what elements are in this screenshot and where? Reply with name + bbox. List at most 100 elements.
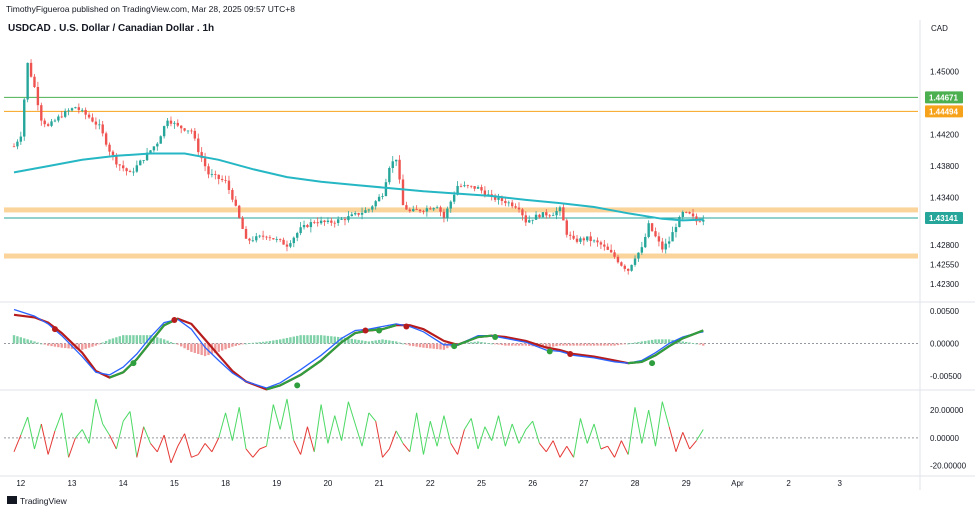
macd-histogram-bar <box>186 343 190 351</box>
macd-fast-line <box>13 308 704 389</box>
candle-body <box>46 124 50 126</box>
oscillator-segment <box>532 421 540 444</box>
candle-body <box>555 211 558 216</box>
oscillator-segment <box>109 434 117 450</box>
candle-body <box>384 182 388 196</box>
macd-histogram-bar <box>50 343 53 347</box>
candle-body <box>698 221 702 223</box>
candle-body <box>176 122 179 126</box>
macd-histogram-bar <box>398 342 401 344</box>
candle-body <box>449 201 452 209</box>
candle-body <box>394 159 398 162</box>
candle-body <box>265 236 268 238</box>
candle-body <box>149 150 152 153</box>
candle-body <box>248 238 251 241</box>
candle-body <box>562 207 565 221</box>
candle-body <box>43 120 46 125</box>
candle-body <box>244 228 248 239</box>
time-tick-label: 20 <box>323 479 332 488</box>
macd-histogram-bar <box>545 343 548 348</box>
candle-body <box>285 244 289 247</box>
candle-body <box>674 227 678 233</box>
candle-body <box>108 144 111 152</box>
oscillator-segment <box>607 445 615 458</box>
oscillator-segment <box>689 440 697 450</box>
candle-body <box>452 194 456 202</box>
candle-body <box>326 220 330 222</box>
oscillator-segment <box>518 429 527 444</box>
candle-body <box>292 237 295 244</box>
macd-histogram-bar <box>562 343 565 346</box>
macd-histogram-bar <box>425 343 429 349</box>
oscillator-segment <box>422 421 431 455</box>
candle-body <box>241 217 244 229</box>
candle-body <box>473 186 476 189</box>
oscillator-segment <box>504 423 513 447</box>
macd-histogram-bar <box>357 339 360 344</box>
macd-histogram-bar <box>685 341 688 344</box>
candle-body <box>180 125 183 129</box>
candle-body <box>586 236 589 241</box>
macd-histogram-bar <box>261 341 265 344</box>
macd-histogram-bar <box>183 343 186 349</box>
oscillator-segment <box>347 401 356 425</box>
candle-body <box>145 152 149 161</box>
candle-body <box>142 160 145 161</box>
oscillator-segment <box>129 411 138 458</box>
oscillator-segment <box>429 421 438 447</box>
macd-rising-segment <box>477 334 492 339</box>
oscillator-tick-label: -20.00000 <box>930 462 967 471</box>
macd-histogram-bar <box>118 336 121 344</box>
oscillator-tick-label: 0.00000 <box>930 434 959 443</box>
macd-histogram-bar <box>650 339 654 344</box>
oscillator-segment <box>682 432 691 450</box>
candle-body <box>203 158 207 167</box>
candle-body <box>360 212 364 215</box>
candle-body <box>456 185 459 195</box>
macd-histogram-bar <box>36 342 40 344</box>
macd-histogram-bar <box>251 342 255 344</box>
macd-histogram-bar <box>19 337 23 344</box>
macd-histogram-bar <box>633 342 637 344</box>
macd-histogram-bar <box>429 343 432 349</box>
macd-histogram-bar <box>627 343 630 345</box>
candle-body <box>183 128 186 131</box>
oscillator-segment <box>47 430 56 455</box>
oscillator-segment <box>395 430 404 444</box>
oscillator-segment <box>593 423 602 450</box>
candle-body <box>582 238 586 241</box>
symbol-title[interactable]: USDCAD . U.S. Dollar / Canadian Dollar .… <box>8 23 214 34</box>
macd-histogram-bar <box>306 335 309 344</box>
oscillator-segment <box>648 409 656 447</box>
macd-rising-segment <box>628 360 642 365</box>
candle-body <box>125 168 128 172</box>
macd-histogram-bar <box>63 343 67 349</box>
candle-body <box>336 219 340 223</box>
candle-body <box>98 124 101 126</box>
oscillator-segment <box>122 411 131 422</box>
candle-body <box>616 256 620 263</box>
macd-tick-label: 0.00500 <box>930 307 959 316</box>
candle-body <box>261 235 265 237</box>
candle-body <box>620 262 623 266</box>
candle-body <box>688 212 691 214</box>
candle-body <box>558 207 562 212</box>
candle-body <box>476 187 480 189</box>
candle-body <box>278 238 282 240</box>
oscillator-segment <box>491 415 500 441</box>
macd-histogram-bar <box>681 341 684 344</box>
macd-histogram-bar <box>555 343 558 347</box>
candle-body <box>425 208 429 212</box>
macd-cross-marker <box>294 382 301 389</box>
time-tick-label: 26 <box>528 479 537 488</box>
macd-rising-segment <box>266 384 281 391</box>
oscillator-segment <box>218 412 227 438</box>
candle-body <box>630 264 633 271</box>
candle-body <box>466 185 470 187</box>
candle-body <box>654 231 657 237</box>
candle-body <box>272 238 275 240</box>
oscillator-segment <box>293 440 302 455</box>
macd-histogram-bar <box>565 343 568 346</box>
macd-histogram-bar <box>439 343 442 350</box>
oscillator-segment <box>266 404 274 447</box>
